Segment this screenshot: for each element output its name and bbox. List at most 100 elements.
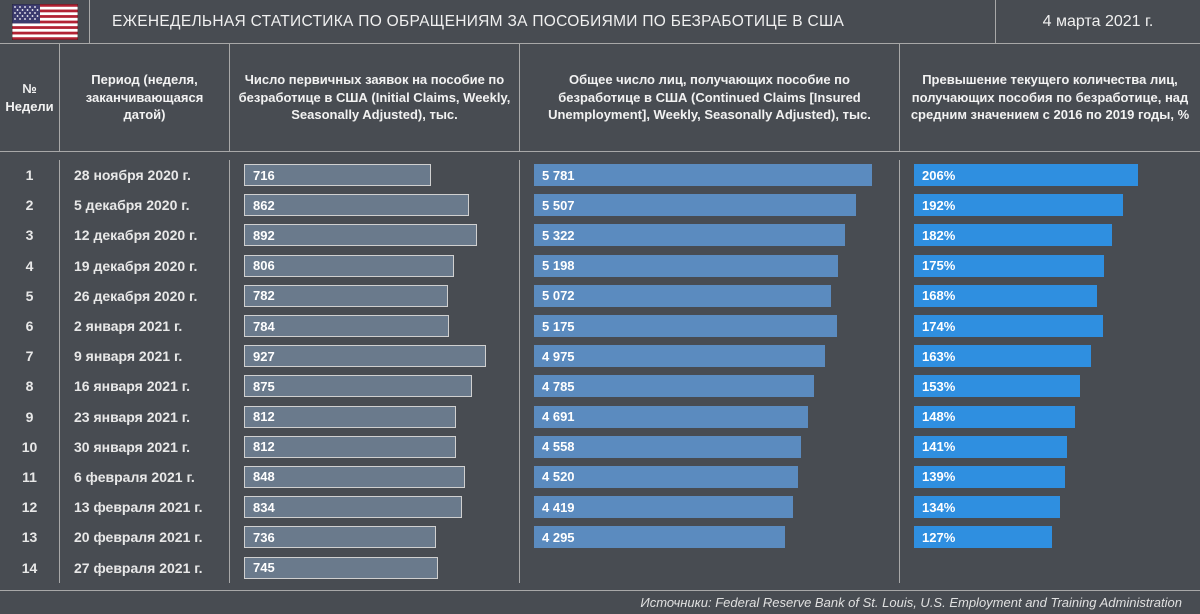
week-number: 5 xyxy=(0,281,60,311)
period-label: 23 января 2021 г. xyxy=(60,402,230,432)
period-label: 19 декабря 2020 г. xyxy=(60,251,230,281)
excess-pct-bar: 139% xyxy=(914,466,1065,488)
table-row: 419 декабря 2020 г. 806 5 198 175% xyxy=(0,251,1200,281)
continued-claims-bar: 4 295 xyxy=(534,526,785,548)
week-number: 4 xyxy=(0,251,60,281)
excess-pct-bar: 141% xyxy=(914,436,1067,458)
week-number: 1 xyxy=(0,160,60,190)
initial-claims-bar: 862 xyxy=(244,194,469,216)
continued-claims-bar-cell xyxy=(520,552,900,582)
table-row: 1030 января 2021 г.8124 558141% xyxy=(0,432,1200,462)
period-label: 26 декабря 2020 г. xyxy=(60,281,230,311)
continued-claims-bar-cell: 4 785 xyxy=(520,371,900,401)
excess-pct-bar-cell: 148% xyxy=(900,402,1200,432)
initial-claims-bar-cell: 848 xyxy=(230,462,520,492)
excess-pct-bar: 127% xyxy=(914,526,1052,548)
table-row: 816 января 2021 г.8754 785153% xyxy=(0,371,1200,401)
excess-pct-bar: 175% xyxy=(914,255,1104,277)
week-number: 11 xyxy=(0,462,60,492)
initial-claims-bar-cell: 806 xyxy=(230,251,520,281)
us-flag-icon xyxy=(0,0,90,44)
initial-claims-bar-cell: 784 xyxy=(230,311,520,341)
week-number: 6 xyxy=(0,311,60,341)
table-row: 312 декабря 2020 г.8925 322182% xyxy=(0,220,1200,250)
header: ЕЖЕНЕДЕЛЬНАЯ СТАТИСТИКА ПО ОБРАЩЕНИЯМ ЗА… xyxy=(0,0,1200,44)
continued-claims-bar-cell: 5 322 xyxy=(520,220,900,250)
table-row: 62 января 2021 г. 784 5 175 174% xyxy=(0,311,1200,341)
continued-claims-bar-cell: 4 520 xyxy=(520,462,900,492)
period-label: 9 января 2021 г. xyxy=(60,341,230,371)
initial-claims-bar: 806 xyxy=(244,255,454,277)
excess-pct-bar-cell: 192% xyxy=(900,190,1200,220)
initial-claims-bar-cell: 812 xyxy=(230,432,520,462)
period-label: 2 января 2021 г. xyxy=(60,311,230,341)
continued-claims-bar: 4 975 xyxy=(534,345,825,367)
table-row: 923 января 2021 г.812 4 691 148% xyxy=(0,402,1200,432)
continued-claims-bar-cell: 5 175 xyxy=(520,311,900,341)
initial-claims-bar-cell: 892 xyxy=(230,220,520,250)
continued-claims-bar: 4 785 xyxy=(534,375,814,397)
week-number: 2 xyxy=(0,190,60,220)
report-date: 4 марта 2021 г. xyxy=(995,0,1200,43)
excess-pct-bar-cell: 134% xyxy=(900,492,1200,522)
period-label: 12 декабря 2020 г. xyxy=(60,220,230,250)
excess-pct-bar-cell: 206% xyxy=(900,160,1200,190)
initial-claims-bar-cell: 862 xyxy=(230,190,520,220)
excess-pct-bar: 153% xyxy=(914,375,1080,397)
data-rows: 128 ноября 2020 г.7165 781206%25 декабря… xyxy=(0,152,1200,590)
continued-claims-bar: 5 781 xyxy=(534,164,872,186)
initial-claims-bar-cell: 834 xyxy=(230,492,520,522)
continued-claims-bar: 4 558 xyxy=(534,436,801,458)
initial-claims-bar-cell: 782 xyxy=(230,281,520,311)
continued-claims-bar-cell: 4 558 xyxy=(520,432,900,462)
continued-claims-bar-cell: 4 295 xyxy=(520,522,900,552)
excess-pct-bar: 168% xyxy=(914,285,1097,307)
table-row: 79 января 2021 г.9274 975163% xyxy=(0,341,1200,371)
continued-claims-bar-cell: 5 507 xyxy=(520,190,900,220)
initial-claims-bar: 875 xyxy=(244,375,472,397)
initial-claims-bar-cell: 745 xyxy=(230,552,520,582)
continued-claims-bar: 5 198 xyxy=(534,255,838,277)
initial-claims-bar-cell: 875 xyxy=(230,371,520,401)
continued-claims-bar: 5 072 xyxy=(534,285,831,307)
period-label: 16 января 2021 г. xyxy=(60,371,230,401)
continued-claims-bar: 4 691 xyxy=(534,406,808,428)
initial-claims-bar-cell: 927 xyxy=(230,341,520,371)
excess-pct-bar: 163% xyxy=(914,345,1091,367)
initial-claims-bar: 848 xyxy=(244,466,465,488)
week-number: 9 xyxy=(0,402,60,432)
excess-pct-bar-cell: 139% xyxy=(900,462,1200,492)
continued-claims-bar-cell: 5 781 xyxy=(520,160,900,190)
continued-claims-bar: 4 419 xyxy=(534,496,793,518)
table-row: 1427 февраля 2021 г.745 xyxy=(0,552,1200,582)
table-row: 128 ноября 2020 г. 716 5 781 206% xyxy=(0,160,1200,190)
continued-claims-bar-cell: 4 691 xyxy=(520,402,900,432)
excess-pct-bar: 174% xyxy=(914,315,1103,337)
initial-claims-bar: 736 xyxy=(244,526,436,548)
week-number: 12 xyxy=(0,492,60,522)
continued-claims-bar-cell: 5 072 xyxy=(520,281,900,311)
initial-claims-bar: 716 xyxy=(244,164,431,186)
excess-pct-bar-cell: 174% xyxy=(900,311,1200,341)
excess-pct-bar-cell: 141% xyxy=(900,432,1200,462)
initial-claims-bar: 927 xyxy=(244,345,486,367)
initial-claims-bar-cell: 812 xyxy=(230,402,520,432)
excess-pct-bar-cell xyxy=(900,552,1200,582)
page-title: ЕЖЕНЕДЕЛЬНАЯ СТАТИСТИКА ПО ОБРАЩЕНИЯМ ЗА… xyxy=(90,13,995,31)
period-label: 28 ноября 2020 г. xyxy=(60,160,230,190)
initial-claims-bar: 812 xyxy=(244,436,456,458)
footer-sources: Источники: Federal Reserve Bank of St. L… xyxy=(0,590,1200,614)
table-row: 1213 февраля 2021 г.8344 419134% xyxy=(0,492,1200,522)
table-row: 1320 февраля 2021 г.7364 295127% xyxy=(0,522,1200,552)
period-label: 6 февраля 2021 г. xyxy=(60,462,230,492)
period-label: 30 января 2021 г. xyxy=(60,432,230,462)
initial-claims-bar: 784 xyxy=(244,315,449,337)
excess-pct-bar-cell: 182% xyxy=(900,220,1200,250)
initial-claims-bar: 745 xyxy=(244,557,438,579)
excess-pct-bar: 148% xyxy=(914,406,1075,428)
report: ЕЖЕНЕДЕЛЬНАЯ СТАТИСТИКА ПО ОБРАЩЕНИЯМ ЗА… xyxy=(0,0,1200,614)
table-row: 526 декабря 2020 г.782 5 072 168% xyxy=(0,281,1200,311)
continued-claims-bar: 5 175 xyxy=(534,315,837,337)
column-headers: № Недели Период (неделя, заканчивающаяся… xyxy=(0,44,1200,152)
continued-claims-bar-cell: 5 198 xyxy=(520,251,900,281)
